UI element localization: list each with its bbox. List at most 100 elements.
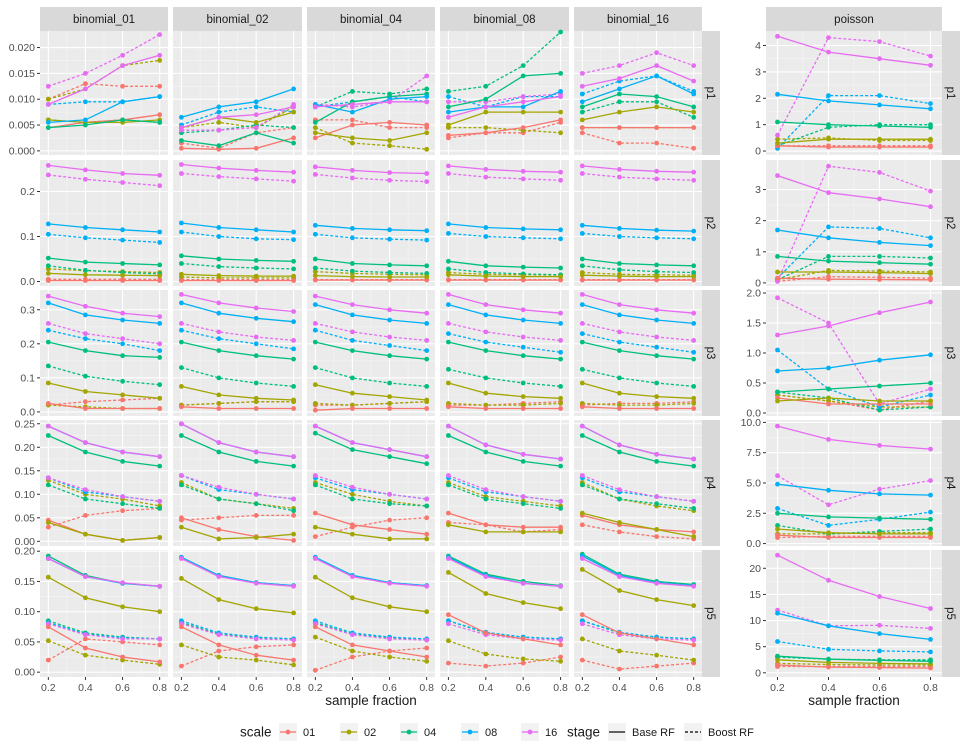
data-point-16-base — [157, 583, 163, 589]
data-point-04-base — [446, 433, 451, 438]
series-line-binomial_08-p2-08-boost — [448, 232, 561, 240]
data-point-08-boost — [291, 346, 296, 352]
data-point-02-base — [520, 529, 526, 535]
data-point-01-base — [253, 278, 259, 283]
data-point-01-boost — [216, 515, 222, 521]
data-point-04-boost — [520, 380, 526, 386]
y-tick-label: 0.0 — [20, 406, 35, 418]
data-point-01-base — [826, 664, 831, 670]
series-line-poisson-p5-01-base — [777, 664, 931, 669]
series-line-binomial_08-p1-08-boost — [448, 95, 561, 108]
data-point-01-base — [120, 654, 125, 660]
data-point-01-base — [45, 401, 51, 406]
data-point-01-base — [424, 406, 430, 411]
y-tick-label: 0.05 — [15, 636, 36, 648]
data-point-04-base — [179, 339, 184, 345]
data-point-16-boost — [558, 498, 563, 504]
data-point-04-base — [826, 514, 831, 520]
series-line-poisson-p1-16-base — [777, 35, 931, 66]
series-line-binomial_08-p2-02-base — [448, 274, 561, 278]
data-point-01-boost — [253, 644, 259, 650]
data-point-04-base — [291, 356, 296, 362]
series-line-binomial_16-p5-01-boost — [582, 659, 694, 670]
data-point-08-boost — [928, 235, 933, 241]
data-point-16-boost — [579, 171, 585, 176]
y-tick-label: 0.010 — [9, 94, 35, 106]
data-point-16-base — [617, 167, 622, 172]
data-point-16-base — [654, 580, 659, 586]
data-point-16-base — [579, 163, 585, 169]
series-line-binomial_04-p3-04-boost — [315, 366, 427, 388]
strip-binomial_01 — [40, 7, 168, 31]
y-tick-label: 1 — [755, 246, 761, 258]
series-line-binomial_08-p3-04-boost — [448, 368, 561, 388]
series-line-poisson-p5-16-boost — [777, 609, 931, 630]
data-point-16-base — [157, 52, 163, 58]
legend-key-point-01 — [285, 729, 291, 735]
data-point-16-base — [83, 440, 88, 445]
data-point-01-boost — [579, 522, 585, 528]
data-point-16-base — [350, 574, 355, 579]
series-line-binomial_08-p4-01-base — [448, 512, 561, 528]
data-point-08-base — [877, 491, 882, 497]
data-point-04-boost — [350, 268, 355, 274]
data-point-02-base — [617, 520, 622, 525]
series-line-poisson-p2-02-base — [777, 271, 931, 275]
data-point-16-boost — [446, 99, 451, 105]
data-point-04-base — [826, 122, 831, 128]
data-point-08-base — [775, 368, 780, 374]
data-point-04-boost — [446, 482, 451, 488]
data-point-16-base — [691, 169, 697, 175]
data-point-01-boost — [424, 645, 430, 651]
series-line-binomial_01-p4-01-boost — [48, 507, 160, 528]
data-point-04-base — [253, 130, 259, 136]
data-point-02-base — [179, 384, 184, 389]
series-line-binomial_01-p3-08-base — [48, 302, 160, 325]
data-point-02-boost — [520, 656, 526, 662]
row-strip-label-p2: p2 — [704, 217, 716, 230]
data-point-02-base — [579, 380, 585, 386]
data-point-01-base — [387, 120, 392, 125]
series-line-binomial_08-p1-02-boost — [448, 126, 561, 134]
series-line-binomial_16-p5-16-boost — [582, 623, 694, 641]
data-point-08-boost — [826, 93, 831, 98]
series-line-binomial_02-p3-01-base — [181, 406, 294, 410]
y-tick-label: 0.3 — [20, 304, 35, 316]
series-line-binomial_16-p1-08-base — [582, 75, 694, 103]
data-point-02-base — [312, 273, 318, 278]
data-point-04-boost — [253, 380, 259, 386]
data-point-04-base — [654, 353, 659, 359]
data-point-04-base — [387, 353, 392, 359]
data-point-02-base — [483, 529, 489, 535]
data-point-01-base — [446, 133, 451, 138]
data-point-01-base — [617, 630, 622, 636]
strip-binomial_04 — [307, 7, 435, 31]
data-point-01-boost — [120, 83, 125, 89]
legend-key-point-16 — [527, 729, 533, 735]
y-tick-label: 0.0 — [746, 408, 761, 420]
data-point-16-boost — [654, 334, 659, 340]
data-point-16-base — [179, 162, 184, 167]
series-line-binomial_01-p1-08-boost — [48, 95, 160, 106]
series-line-poisson-p4-08-boost — [777, 507, 931, 527]
data-point-04-base — [617, 449, 622, 455]
series-line-poisson-p4-01-base — [777, 534, 931, 539]
data-point-02-boost — [312, 401, 318, 406]
data-point-16-base — [558, 310, 563, 316]
series-line-poisson-p4-16-base — [777, 425, 931, 450]
series-line-binomial_01-p1-01-base — [48, 114, 160, 129]
data-point-01-base — [446, 612, 451, 618]
data-point-01-base — [157, 659, 163, 665]
y-tick-label: 0 — [755, 667, 761, 679]
data-point-02-base — [350, 135, 355, 141]
series-line-binomial_04-p4-04-base — [315, 432, 427, 465]
data-point-01-base — [350, 642, 355, 648]
series-line-binomial_01-p3-16-boost — [48, 322, 160, 345]
data-point-08-boost — [826, 224, 831, 230]
series-line-binomial_08-p1-04-base — [448, 72, 561, 108]
data-point-02-base — [216, 273, 222, 278]
series-line-binomial_16-p5-02-base — [581, 568, 694, 607]
data-point-16-base — [83, 574, 88, 579]
series-line-poisson-p3-01-base — [777, 397, 931, 405]
series-line-binomial_04-p1-04-boost — [315, 88, 427, 108]
